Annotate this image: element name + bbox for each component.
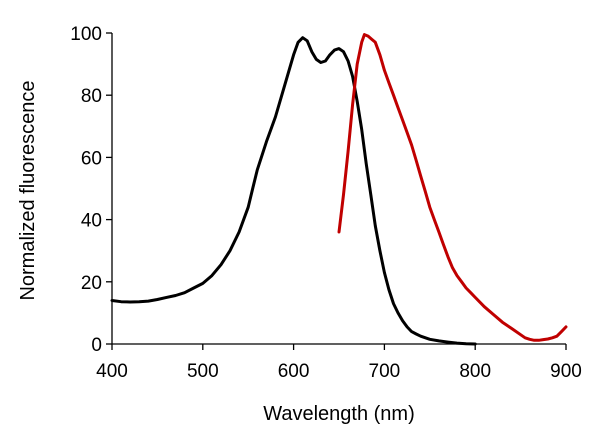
x-tick-label: 700 (369, 361, 401, 382)
series-line-1 (110, 36, 477, 346)
y-tick-label: 40 (81, 211, 102, 232)
y-axis-title: Normalized fluorescence (17, 80, 39, 300)
series-lines (110, 33, 568, 346)
x-tick-label: 400 (96, 361, 128, 382)
x-tick-label: 900 (550, 361, 582, 382)
y-tick-label: 0 (91, 335, 102, 356)
tick-labels: 0 20 40 60 80 100 400 500 600 700 800 900 (70, 24, 582, 382)
x-tick-label: 800 (459, 361, 491, 382)
x-tick-label: 500 (187, 361, 219, 382)
x-tick-label: 600 (278, 361, 310, 382)
y-tick-label: 60 (81, 148, 102, 169)
axes (106, 32, 567, 350)
y-tick-label: 20 (81, 273, 102, 294)
y-tick-label: 100 (70, 24, 102, 45)
y-tick-label: 80 (81, 86, 102, 107)
series-line-2 (337, 33, 568, 342)
x-axis-title: Wavelength (nm) (263, 403, 415, 425)
